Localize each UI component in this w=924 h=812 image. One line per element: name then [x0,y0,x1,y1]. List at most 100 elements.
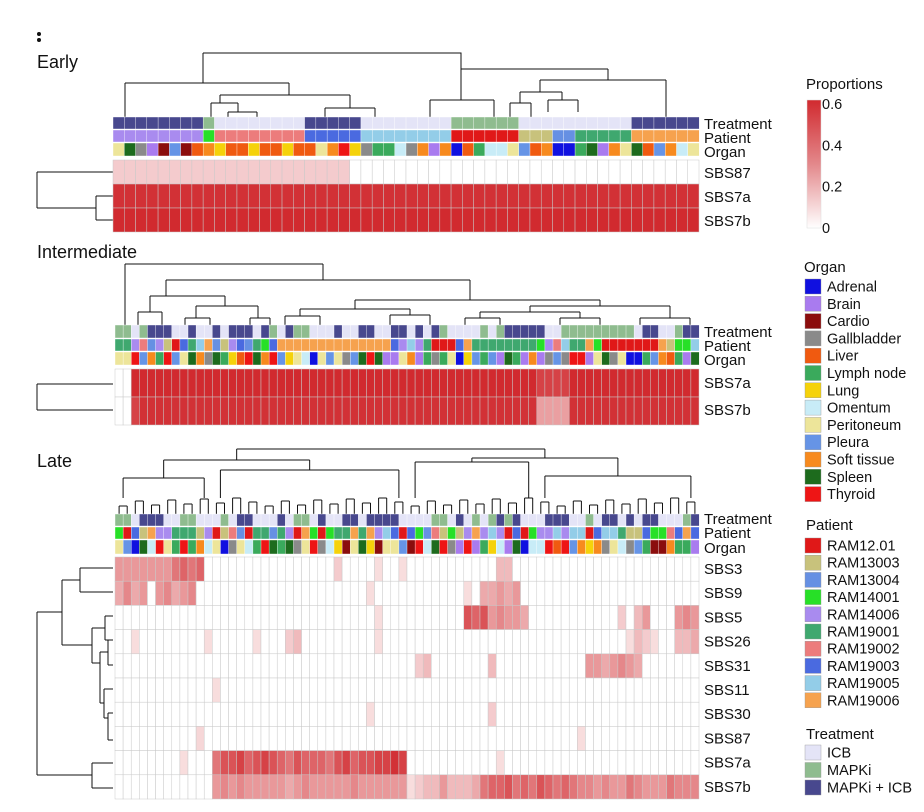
treatment-annotation-cell [473,116,486,130]
treatment-annotation-cell [609,324,619,339]
heatmap-cell [463,605,473,630]
heatmap-cell [601,750,611,776]
heatmap-cell [220,774,229,800]
heatmap-cell [236,396,246,426]
heatmap-cell [260,556,270,582]
organ-annotation-cell [674,351,684,366]
heatmap-cell [633,653,643,679]
intermediate-organ-annotation [114,351,700,366]
heatmap-cell [633,726,643,751]
patient-annotation-cell [585,526,595,540]
heatmap-cell [187,556,197,582]
heatmap-cell [202,207,215,233]
heatmap-cell [520,396,529,426]
treatment-annotation-cell [528,513,538,527]
heatmap-cell [390,629,400,655]
legend-swatch [804,537,822,554]
treatment-annotation-cell [463,513,473,527]
late-annot-label-patient: Patient [704,525,752,542]
heatmap-cell [360,183,373,209]
heatmap-cell [171,396,181,426]
heatmap-cell [147,653,156,679]
heatmap-cell [130,396,140,426]
treatment-annotation-cell [642,513,651,527]
heatmap-cell [390,677,400,703]
organ-annotation-cell [625,351,635,366]
heatmap-cell [252,396,262,426]
heatmap-cell [220,750,229,776]
heatmap-cell [220,580,229,606]
heatmap-cell [260,368,270,398]
organ-annotation-cell [633,351,643,366]
heatmap-cell [203,605,213,630]
patient-legend: RAM12.01RAM13003RAM13004RAM14001RAM14006… [804,537,900,709]
heatmap-cell [228,750,237,776]
patient-annotation-cell [374,526,384,540]
organ-annotation-cell [225,142,238,157]
organ-annotation-cell [601,539,611,555]
treatment-annotation-cell [617,513,627,527]
heatmap-cell [301,396,310,426]
heatmap-cell [338,159,350,185]
heatmap-cell [309,677,319,703]
treatment-annotation-cell [301,324,311,339]
heatmap-cell [641,629,651,655]
heatmap-cell [431,701,440,727]
patient-annotation-cell [114,338,124,352]
legend-item-label: MAPKi [827,763,871,779]
treatment-annotation-cell [536,513,546,527]
heatmap-cell [520,605,529,630]
treatment-annotation-cell [139,324,148,339]
late-row-label: SBS87 [704,730,751,747]
heatmap-cell [139,774,148,800]
treatment-annotation-cell [518,116,531,130]
treatment-annotation-cell [236,324,246,339]
heatmap-cell [341,726,351,751]
organ-annotation-cell [304,142,317,157]
treatment-annotation-cell [690,513,700,527]
treatment-annotation-cell [325,513,335,527]
patient-annotation-cell [633,526,643,540]
heatmap-cell [220,605,229,630]
heatmap-cell [568,368,578,398]
legend-swatch [804,296,822,312]
organ-annotation-cell [398,539,408,555]
treatment-annotation-cell [358,324,367,339]
organ-annotation-cell [341,351,351,366]
heatmap-cell [179,677,189,703]
heatmap-cell [422,653,432,679]
patient-annotation-cell [281,129,294,143]
heatmap-cell [414,580,424,606]
heatmap-cell [577,396,586,426]
patient-annotation-cell [131,526,140,540]
legend-swatch [804,744,822,761]
heatmap-cell [641,701,651,727]
intermediate-annot-label-organ: Organ [704,352,746,369]
heatmap-cell [293,726,302,751]
organ-annotation-cell [601,351,611,366]
treatment-annotation-cell [577,513,586,527]
heatmap-cell [690,653,700,679]
treatment-annotation-cell [179,324,189,339]
heatmap-cell [252,677,262,703]
heatmap-cell [479,605,489,630]
heatmap-cell [130,653,140,679]
heatmap-cell [146,183,159,209]
patient-annotation-cell [512,526,522,540]
heatmap-cell [455,774,465,800]
heatmap-cell [114,677,124,703]
patient-annotation-cell [338,129,351,143]
heatmap-cell [293,580,302,606]
heatmap-cell [577,774,586,800]
treatment-annotation-cell [171,513,181,527]
heatmap-cell [236,726,246,751]
heatmap-cell [431,605,440,630]
patient-annotation-cell [479,338,489,352]
patient-annotation-cell [423,526,432,540]
heatmap-cell [463,750,473,776]
heatmap-cell [360,159,373,185]
heatmap-cell [325,726,335,751]
heatmap-cell [114,556,124,582]
late-row-label: SBS3 [704,561,742,578]
patient-annotation-cell [577,526,586,540]
